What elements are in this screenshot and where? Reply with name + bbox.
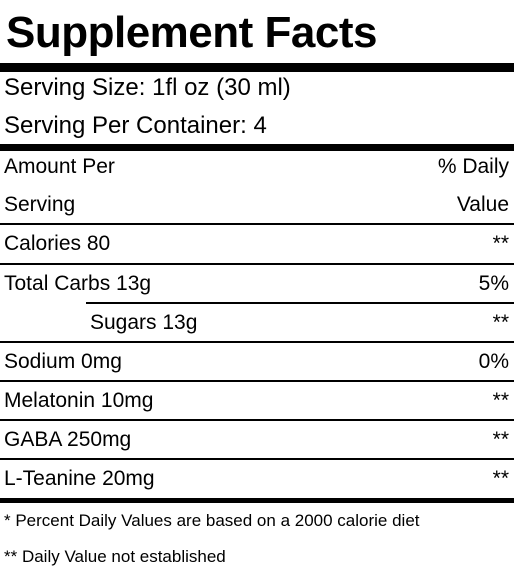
servings-per-container: Serving Per Container: 4 <box>4 112 267 139</box>
amount-per-header-line2: Serving <box>4 193 76 216</box>
row-divider <box>86 302 514 304</box>
nutrient-row-sugars: Sugars 13g ** <box>0 304 514 342</box>
nutrient-label: Calories 80 <box>4 232 111 255</box>
nutrient-row-gaba: GABA 250mg ** <box>0 421 514 459</box>
percent-daily-header-line1: % Daily <box>437 155 509 178</box>
nutrient-row-calories: Calories 80 ** <box>0 225 514 263</box>
nutrient-daily-value: ** <box>492 311 509 334</box>
row-divider <box>0 458 514 460</box>
nutrient-label: Melatonin 10mg <box>4 389 154 412</box>
row-divider <box>0 341 514 343</box>
nutrient-label: Sodium 0mg <box>4 350 122 373</box>
nutrient-daily-value: 5% <box>478 272 509 295</box>
row-divider <box>0 380 514 382</box>
nutrient-row-l-teanine: L-Teanine 20mg ** <box>0 460 514 498</box>
nutrient-daily-value: ** <box>492 467 509 490</box>
nutrient-daily-value: ** <box>492 428 509 451</box>
footnote-divider <box>0 498 514 503</box>
nutrient-row-total-carbs: Total Carbs 13g 5% <box>0 265 514 303</box>
serving-size: Serving Size: 1fl oz (30 ml) <box>4 74 291 101</box>
nutrient-daily-value: ** <box>492 232 509 255</box>
amount-per-header-line1: Amount Per <box>4 155 115 178</box>
nutrient-daily-value: ** <box>492 389 509 412</box>
title-divider <box>0 63 514 72</box>
nutrient-row-melatonin: Melatonin 10mg ** <box>0 382 514 420</box>
nutrient-label: L-Teanine 20mg <box>4 467 155 490</box>
footnote-percent-daily: * Percent Daily Values are based on a 20… <box>4 511 420 530</box>
percent-daily-header-line2: Value <box>456 193 509 216</box>
nutrient-label: Sugars 13g <box>90 311 198 334</box>
serving-divider <box>0 144 514 151</box>
nutrient-label: GABA 250mg <box>4 428 132 451</box>
footnote-not-established: ** Daily Value not established <box>4 547 226 566</box>
row-divider <box>0 263 514 265</box>
nutrient-label: Total Carbs 13g <box>4 272 152 295</box>
header-divider <box>0 223 514 225</box>
nutrient-daily-value: 0% <box>478 350 509 373</box>
panel-title: Supplement Facts <box>6 8 377 57</box>
nutrient-row-sodium: Sodium 0mg 0% <box>0 343 514 381</box>
row-divider <box>0 419 514 421</box>
